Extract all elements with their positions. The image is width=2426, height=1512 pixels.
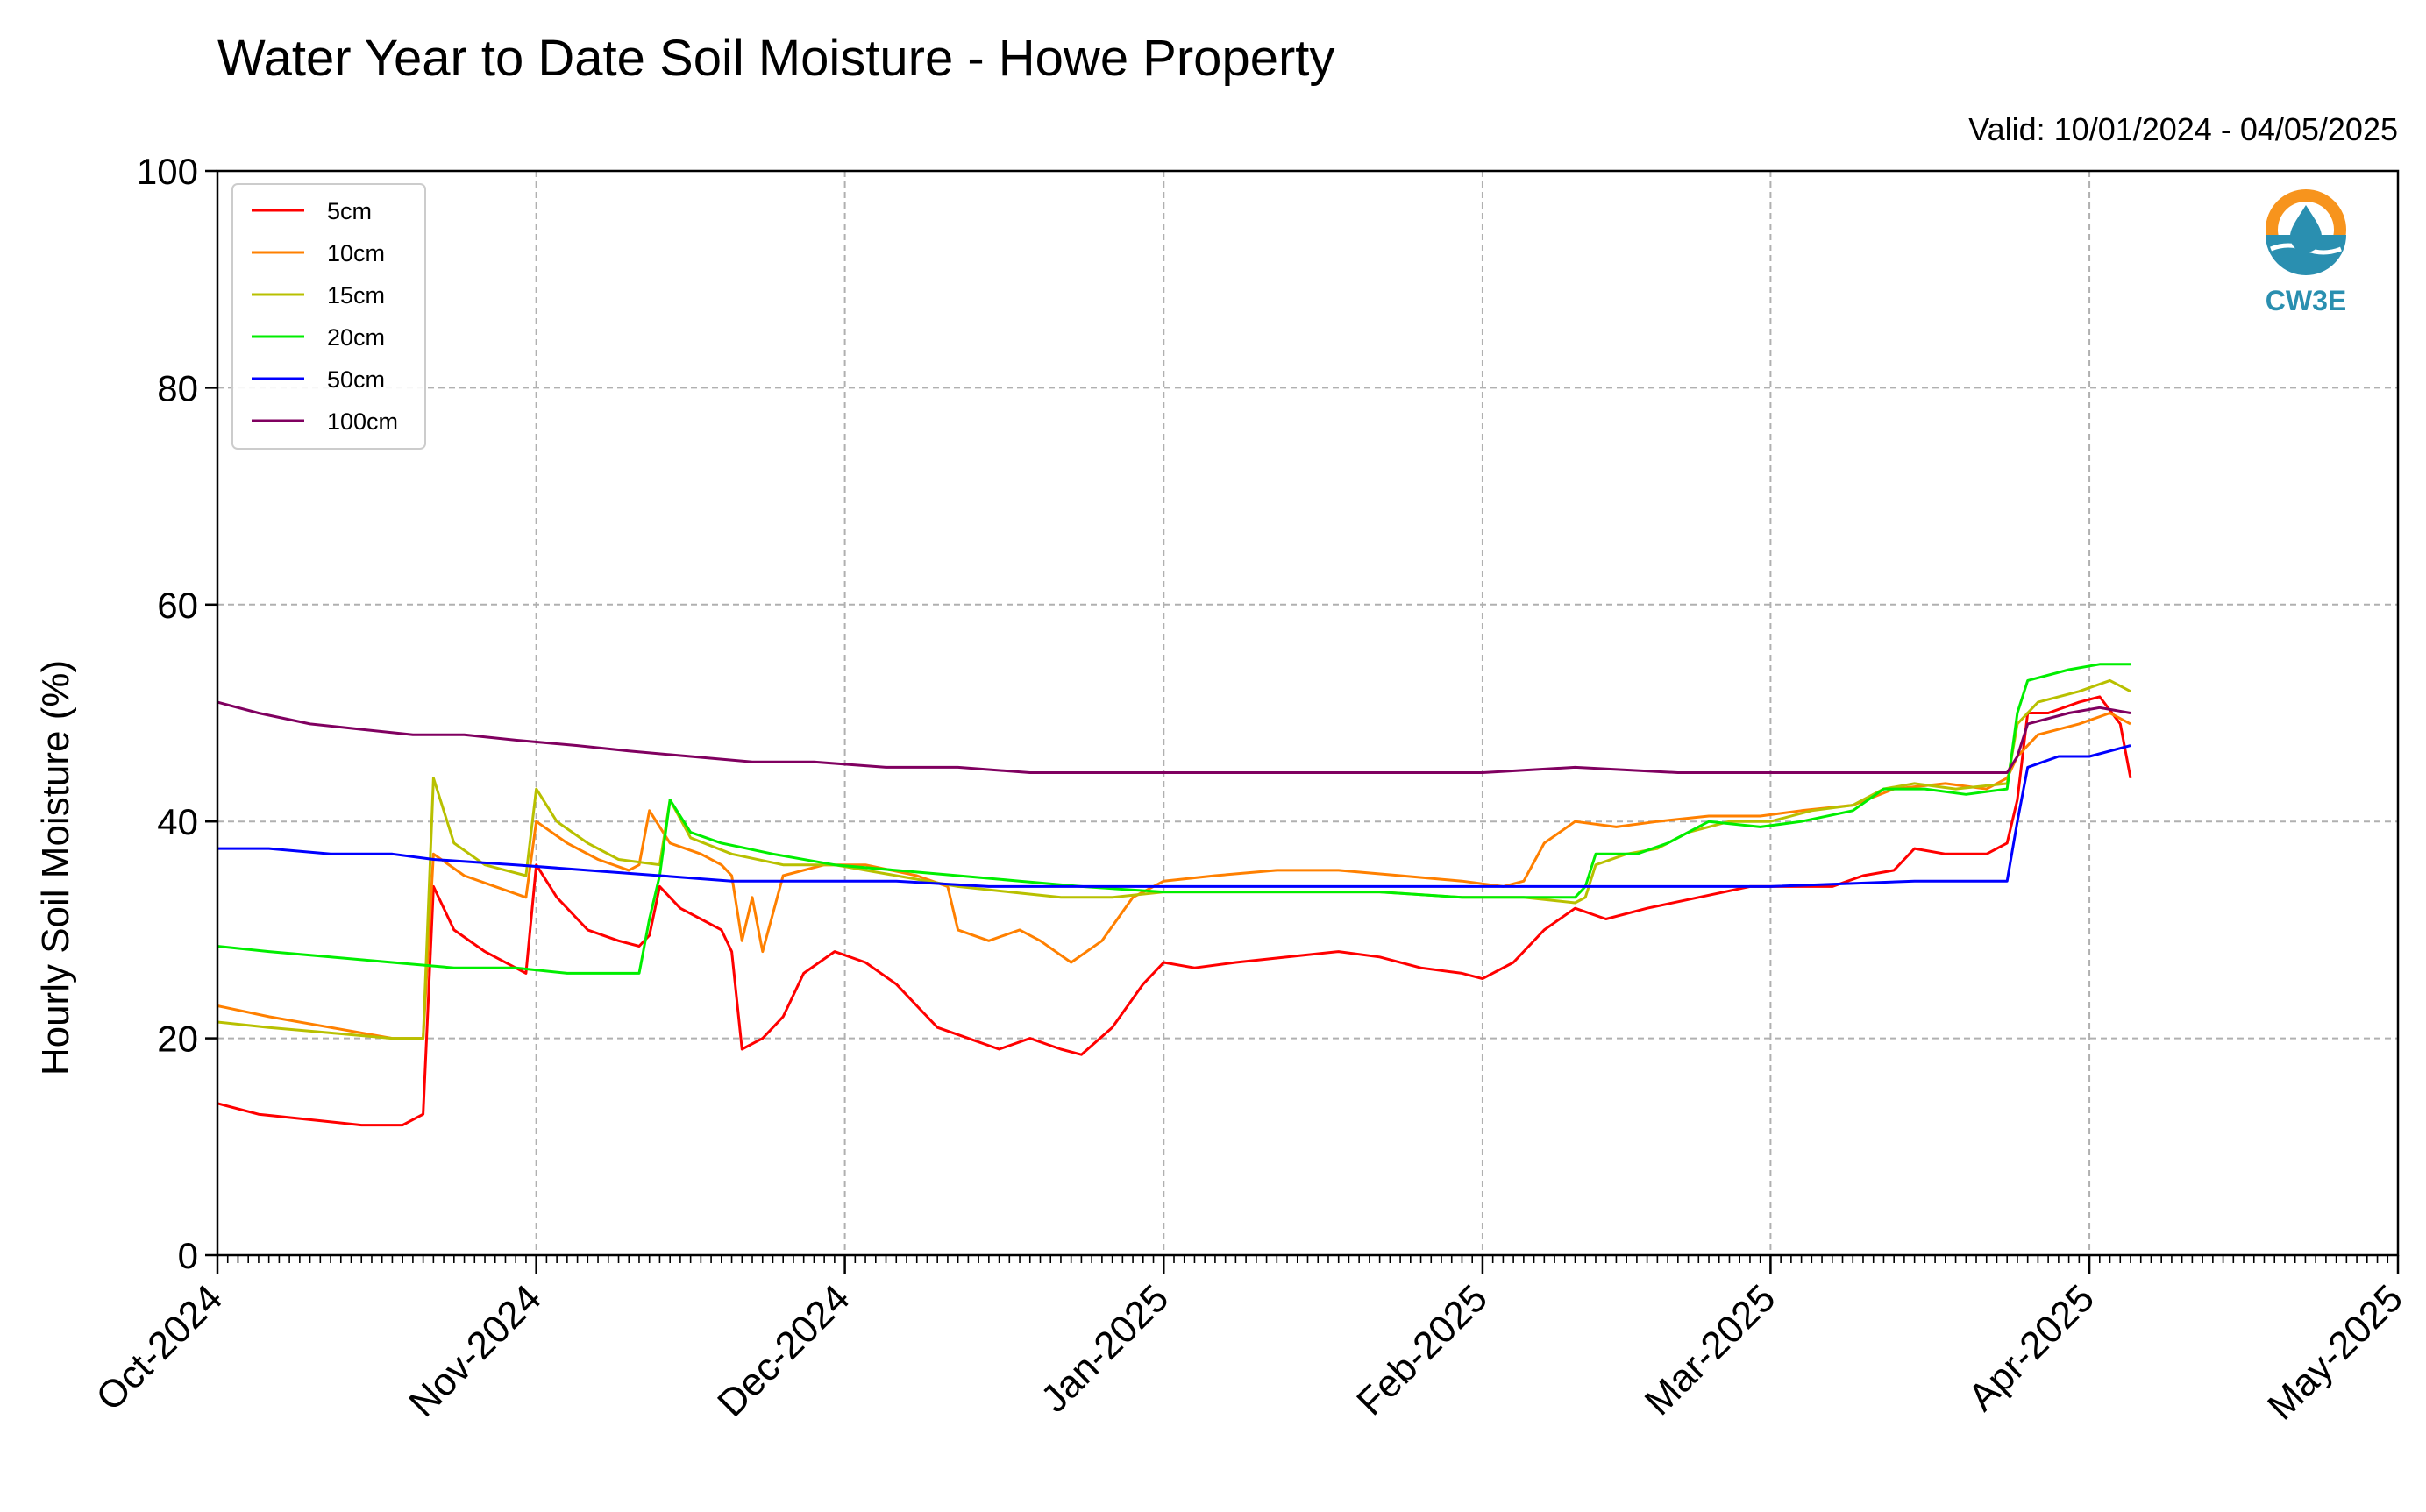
x-tick-label: Dec-2024 [709,1276,858,1425]
series-line-50cm [217,744,2131,888]
valid-date-range: Valid: 10/01/2024 - 04/05/2025 [1968,111,2398,147]
x-tick-label: Nov-2024 [401,1276,550,1425]
legend-label: 50cm [327,366,385,393]
y-tick-label: 40 [157,801,198,842]
series-line-5cm [217,695,2132,1127]
y-axis-ticks: 0 20 40 60 80 100 [137,151,217,1276]
y-tick-label: 80 [157,367,198,408]
series-line-15cm [217,678,2131,1040]
data-series [217,663,2132,1127]
y-tick-label: 100 [137,151,198,192]
legend-label: 5cm [327,198,372,224]
x-axis-ticks: Oct-2024 Nov-2024 Dec-2024 Jan-2025 Feb-2025… [88,1255,2411,1428]
legend-label: 100cm [327,408,398,435]
legend-label: 20cm [327,324,385,351]
y-axis-label: Hourly Soil Moisture (%) [34,660,77,1075]
legend: 5cm 10cm 15cm 20cm 50cm 100cm [231,183,426,450]
legend-box [231,183,426,450]
series-line-100cm [217,700,2131,774]
x-tick-label: Feb-2025 [1348,1276,1496,1423]
cw3e-logo: CW3E [2266,189,2346,316]
y-tick-label: 60 [157,585,198,626]
x-tick-label: Jan-2025 [1033,1276,1177,1420]
grid-lines [217,171,2398,1255]
legend-label: 10cm [327,240,385,266]
x-tick-label: May-2025 [2259,1276,2411,1428]
y-tick-label: 20 [157,1019,198,1060]
series-line-10cm [217,712,2131,1040]
logo-text: CW3E [2266,285,2346,316]
legend-label: 15cm [327,282,385,309]
y-tick-label: 0 [178,1235,198,1276]
x-tick-label: Mar-2025 [1637,1276,1784,1423]
chart-title: Water Year to Date Soil Moisture - Howe … [217,30,1334,87]
x-tick-label: Oct-2024 [88,1276,231,1419]
series-line-20cm [217,663,2131,975]
x-tick-label: Apr-2025 [1960,1276,2102,1419]
water-drop-icon [2290,205,2322,252]
